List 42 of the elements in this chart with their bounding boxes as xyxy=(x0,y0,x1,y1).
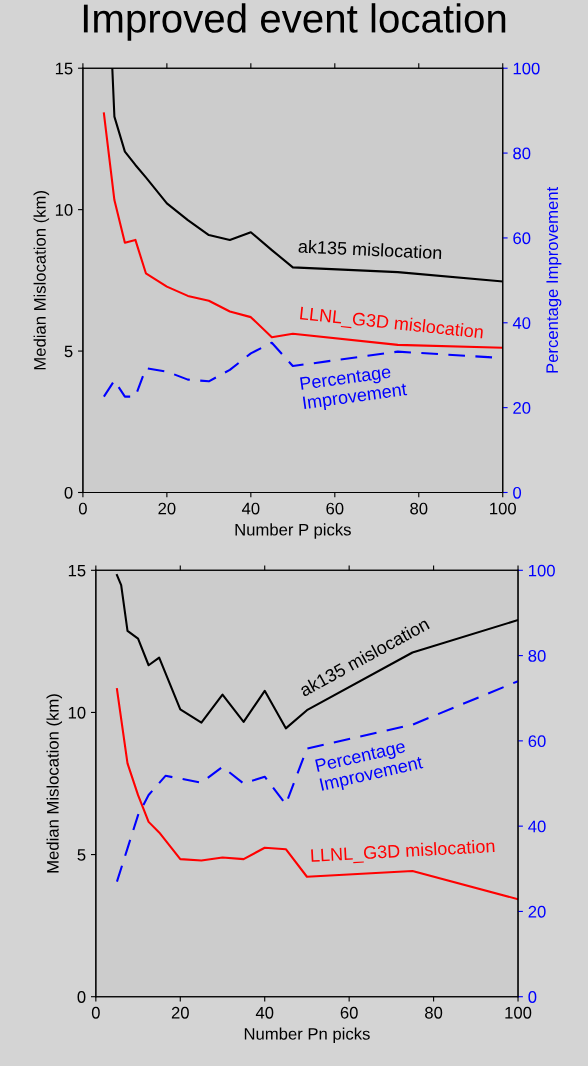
y2-tick-label: 60 xyxy=(513,232,531,245)
y2-tick-label: 80 xyxy=(528,649,546,662)
x-tick-label: 20 xyxy=(158,502,176,515)
y-tick-label: 10 xyxy=(68,706,86,719)
text: LLNL_G3D mislocation xyxy=(299,306,484,342)
y2-tick-label: 80 xyxy=(513,147,531,160)
y-tick-label: 5 xyxy=(64,345,73,358)
x-tick-label: 80 xyxy=(425,1006,443,1019)
x-tick-label: 40 xyxy=(255,1006,274,1019)
y2-tick-label: 0 xyxy=(528,991,537,1003)
y2-tick-label: 40 xyxy=(528,820,546,833)
series-label: LLNL_G3D mislocation xyxy=(311,838,495,866)
y-tick-label: 0 xyxy=(77,991,86,1003)
chart-title: Improved event location xyxy=(83,3,506,41)
y-tick-label: 15 xyxy=(68,564,86,577)
x-tick-label: 80 xyxy=(410,502,428,515)
y2-tick-label: 100 xyxy=(529,564,555,577)
x-tick-label: 100 xyxy=(490,502,516,515)
text: Percentage Improvement xyxy=(300,365,408,413)
x-tick-label: 60 xyxy=(340,1006,358,1019)
y-tick-label: 5 xyxy=(77,849,86,861)
series-label: ak135 mislocation xyxy=(298,239,442,260)
y2-tick-label: 0 xyxy=(513,486,522,499)
y2-tick-label: 40 xyxy=(512,317,531,329)
y-axis-title: Median Mislocation (km) xyxy=(46,694,63,873)
y-axis-title: Median Mislocation (km) xyxy=(33,191,50,370)
y-tick-label: 10 xyxy=(55,204,73,216)
x-tick-label: 60 xyxy=(326,502,344,515)
y-tick-label: 0 xyxy=(64,486,73,499)
y2-tick-label: 20 xyxy=(528,905,546,918)
y-tick-label: 15 xyxy=(55,62,73,75)
y2-tick-label: 20 xyxy=(513,402,531,414)
x-tick-label: 20 xyxy=(171,1006,189,1019)
x-tick-label: 40 xyxy=(241,502,260,515)
line-series xyxy=(102,112,503,349)
x-axis-title: Number Pn picks xyxy=(244,1027,370,1044)
y2-tick-label: 100 xyxy=(513,62,540,75)
y2-tick-label: 60 xyxy=(528,735,546,748)
x-tick-label: 100 xyxy=(505,1006,532,1019)
x-tick-label: 0 xyxy=(91,1006,100,1019)
x-axis-title: Number P picks xyxy=(235,523,351,539)
y2-axis-title: Percentage Improvement xyxy=(546,186,562,373)
